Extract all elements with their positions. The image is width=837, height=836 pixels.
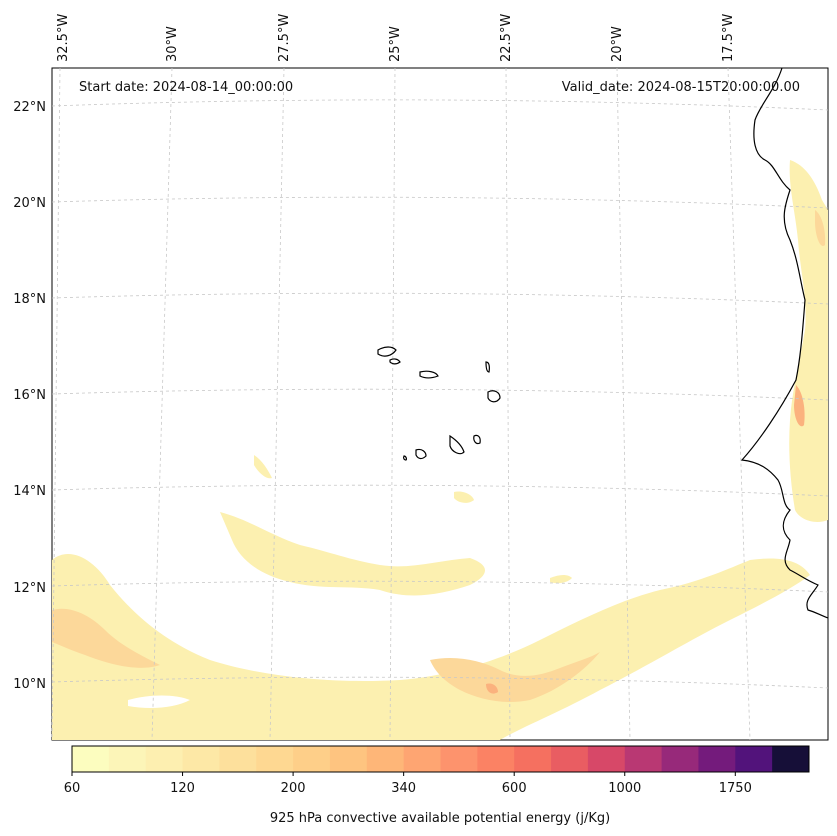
coast-islands-north — [377, 346, 501, 403]
colorbar-tick-label: 120 — [170, 781, 195, 796]
colorbar-swatch — [735, 746, 773, 772]
graticule — [51, 67, 829, 741]
coast-africa — [740, 67, 829, 619]
coastlines — [377, 67, 829, 619]
colorbar-swatch — [477, 746, 515, 772]
lon-label: 32.5°W — [56, 14, 71, 62]
lat-label: 16°N — [13, 388, 46, 403]
colorbar-swatches — [72, 746, 810, 772]
colorbar-tick-label: 340 — [391, 781, 416, 796]
cape-field — [52, 160, 828, 740]
cape-band-south — [52, 554, 810, 740]
lon-label: 22.5°W — [499, 14, 514, 62]
colorbar: 60 120 200 340 600 1000 1750 925 hPa convectiv… — [64, 745, 810, 826]
colorbar-swatch — [587, 746, 626, 772]
cape-gap-2 — [390, 629, 440, 645]
colorbar-swatch — [72, 746, 110, 772]
colorbar-tick-label: 1000 — [608, 781, 641, 796]
lon-labels: 32.5°W 30°W 27.5°W 25°W 22.5°W 20°W 17.5… — [56, 14, 736, 62]
colorbar-tick-label: 200 — [281, 781, 306, 796]
cape-accent-coast — [794, 385, 805, 427]
lat-labels: 22°N 20°N 18°N 16°N 14°N 12°N 10°N — [13, 100, 46, 692]
cape-streak-west — [220, 512, 485, 596]
lat-label: 12°N — [13, 581, 46, 596]
lon-label: 17.5°W — [721, 14, 736, 62]
cape-accent-west — [52, 608, 160, 668]
colorbar-swatch — [219, 746, 257, 772]
cape-accent-hotspot — [486, 683, 498, 694]
colorbar-label: 925 hPa convective available potential e… — [270, 811, 610, 826]
lat-label: 10°N — [13, 677, 46, 692]
colorbar-swatch — [145, 746, 184, 772]
colorbar-tick-label: 600 — [502, 781, 527, 796]
cape-gap — [128, 695, 190, 708]
lat-label: 22°N — [13, 100, 46, 115]
lon-label: 30°W — [165, 26, 180, 62]
colorbar-tick-label: 60 — [64, 781, 81, 796]
start-date: Start date: 2024-08-14_00:00:00 — [79, 80, 293, 95]
lon-label: 27.5°W — [277, 14, 292, 62]
cape-accent-coast-north — [815, 210, 826, 246]
valid-date: Valid_date: 2024-08-15T20:00:00.00 — [562, 80, 800, 95]
cape-accent-center — [430, 652, 600, 702]
colorbar-tick-label: 1750 — [719, 781, 752, 796]
colorbar-swatch — [551, 746, 589, 772]
lat-label: 14°N — [13, 484, 46, 499]
colorbar-swatch — [329, 746, 368, 772]
cape-streak-mid — [454, 491, 474, 503]
colorbar-frame — [71, 745, 810, 773]
colorbar-swatch — [772, 746, 810, 772]
coast-islands-south — [403, 434, 481, 461]
cape-coastal-strip — [789, 160, 828, 522]
colorbar-swatch — [514, 746, 552, 772]
colorbar-ticks: 60 120 200 340 600 1000 1750 — [64, 772, 752, 796]
colorbar-swatch — [661, 746, 699, 772]
cape-streak-north — [254, 455, 272, 479]
colorbar-swatch — [403, 746, 441, 772]
colorbar-swatch — [293, 746, 331, 772]
colorbar-swatch — [108, 746, 147, 772]
colorbar-swatch — [698, 746, 736, 772]
colorbar-swatch — [624, 746, 663, 772]
colorbar-swatch — [366, 746, 405, 772]
lon-label: 20°W — [610, 26, 625, 62]
lon-label: 25°W — [388, 26, 403, 62]
colorbar-swatch — [182, 746, 220, 772]
map-panel: Start date: 2024-08-14_00:00:00 Valid_da… — [13, 14, 829, 741]
colorbar-swatch — [440, 746, 478, 772]
colorbar-swatch — [256, 746, 294, 772]
cape-band-east — [550, 575, 572, 584]
lat-label: 18°N — [13, 292, 46, 307]
lat-label: 20°N — [13, 196, 46, 211]
